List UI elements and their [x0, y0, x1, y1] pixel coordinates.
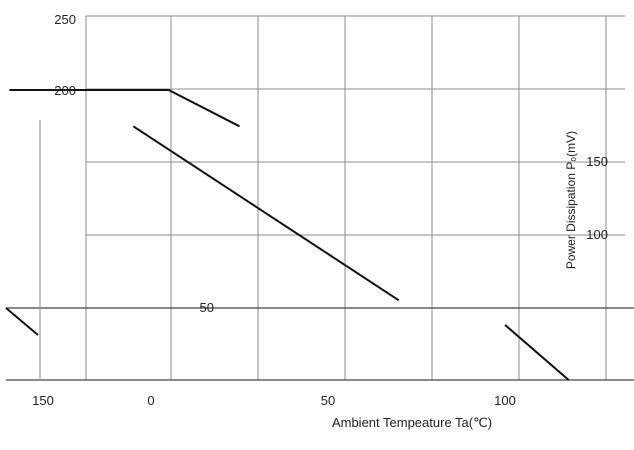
x-tick-label: 100	[494, 393, 516, 408]
y-tick-label: 200	[54, 83, 76, 98]
series-line	[9, 89, 240, 128]
y-tick-label-right: 100	[586, 227, 608, 242]
y-tick-label: 250	[54, 12, 76, 27]
x-axis-title: Ambient Tempeature Ta(℃)	[332, 415, 492, 430]
series-line	[504, 324, 570, 381]
y-tick-label: 50	[200, 300, 214, 315]
x-tick-label: 50	[321, 393, 335, 408]
y-tick-label-right: 150	[586, 154, 608, 169]
series-line	[132, 125, 400, 302]
series-line-fragment	[5, 307, 39, 336]
y-axis-title: Power Dissipation P₀(mV)	[564, 131, 578, 269]
grid-lines	[6, 15, 634, 381]
data-series	[5, 89, 570, 381]
x-tick-label: 150	[32, 393, 54, 408]
x-tick-label: 0	[147, 393, 154, 408]
